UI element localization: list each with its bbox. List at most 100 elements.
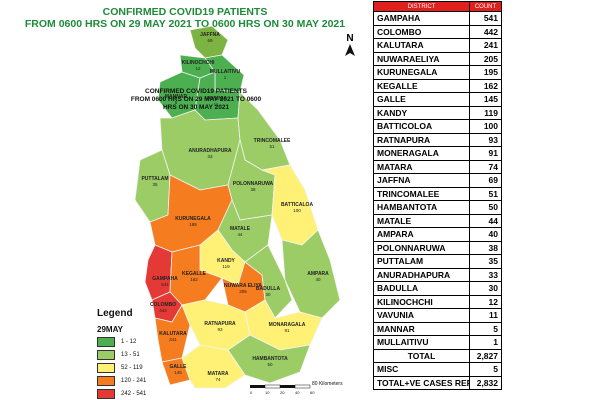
district-name-cell: COLOMBO [373,24,470,39]
legend-item: 242 - 541 [97,388,177,399]
district-count-cell: 205 [469,51,502,66]
scale-label: 80 Kilometers [312,381,343,387]
district-count-matara: 74 [215,377,221,382]
district-label-jaffna: JAFFNA [200,32,220,38]
district-count-mannar: 5 [175,100,178,105]
district-count-cell: 119 [469,105,502,120]
district-count-cell: 50 [469,200,502,215]
grand-total-count: 2,832 [469,375,502,390]
table-row: COLOMBO 442 [373,24,502,39]
district-count-cell: 33 [469,267,502,282]
district-count-cell: 145 [469,92,502,107]
legend-swatch [97,375,115,386]
table-row: GALLE 145 [373,92,502,107]
grand-total-row: TOTAL+VE CASES REPORTED 2,832 [373,375,502,390]
district-hambantota [227,334,311,384]
legend-item: 13 - 51 [97,349,177,360]
legend-item: 52 - 119 [97,362,177,373]
legend-swatch [97,362,115,373]
district-name-cell: ANURADHAPURA [373,267,470,282]
table-row: BADULLA 30 [373,281,502,296]
district-ampara [281,229,341,319]
district-name-cell: RATNAPURA [373,132,470,147]
district-name-cell: TRINCOMALEE [373,186,470,201]
district-count-kilinochchi: 12 [195,66,201,71]
district-name-cell: AMPARA [373,227,470,242]
district-label-monaragala: MONARAGALA [269,322,306,328]
district-count-trincomalee: 51 [269,144,275,149]
district-label-mannar: MANNAR [165,94,188,100]
scale-tick-label: 10 [265,390,270,395]
legend-title: Legend [97,308,133,319]
north-arrow-icon: N [344,33,356,59]
district-label-ratnapura: RATNAPURA [204,321,236,327]
district-name-cell: GAMPAHA [373,11,470,26]
district-name-cell: BADULLA [373,281,470,296]
district-count-polonnaruwa: 38 [250,187,256,192]
misc-row: MISC 5 [373,362,502,377]
scale-tick-label: 60 [310,390,315,395]
misc-count: 5 [469,362,502,377]
district-label-anuradhapura: ANURADHAPURA [188,148,231,154]
district-count-kandy: 119 [222,264,230,269]
legend-swatch [97,388,115,399]
district-count-monaragala: 91 [284,328,290,333]
district-label-galle: GALLE [170,364,188,370]
legend-label: 1 - 12 [121,338,137,345]
district-label-trincomalee: TRINCOMALEE [254,138,291,144]
table-body: GAMPAHA 541 COLOMBO 442 KALUTARA 241 NUWARAELI… [373,11,502,350]
district-count-table: DISTRICT COUNT GAMPAHA 541 COLOMBO 442 KALUT… [373,1,502,390]
district-count-kalutara: 241 [169,337,177,342]
district-name-cell: MATARA [373,159,470,174]
table-row: GAMPAHA 541 [373,11,502,26]
table-row: MATALE 44 [373,213,502,228]
district-label-matara: MATARA [208,371,229,377]
district-label-kilinochchi: KILINOCHCHI [182,60,215,66]
district-label-kegalle: KEGALLE [182,271,207,277]
district-name-cell: KURUNEGALA [373,65,470,80]
district-label-nuwara-eliya: NUWARA ELIYA [224,283,262,289]
total-row: TOTAL 2,827 [373,348,502,363]
district-name-cell: MATALE [373,213,470,228]
district-count-galle: 145 [174,370,182,375]
district-matara [181,344,246,389]
district-count-ampara: 40 [315,277,321,282]
district-count-cell: 11 [469,308,502,323]
district-count-jaffna: 69 [207,38,213,43]
district-name-cell: MULLAITIVU [373,335,470,350]
district-count-colombo: 442 [159,308,167,313]
district-badulla [244,244,293,319]
district-count-gampaha: 541 [161,282,169,287]
district-count-cell: 5 [469,321,502,336]
table-row: RATNAPURA 93 [373,132,502,147]
district-count-cell: 51 [469,186,502,201]
legend-label: 52 - 119 [121,364,143,371]
table-row: MONERAGALA 91 [373,146,502,161]
scale-tick-label: 0 [250,390,253,395]
legend-item: 1 - 12 [97,336,177,347]
map-inner-title-line-2: FROM 0600 HRS ON 29 MAY 2021 TO 0600 HRS… [130,96,262,111]
scale-bar: 0 10 20 40 60 80 Kilometers [250,381,343,395]
district-count-cell: 30 [469,281,502,296]
grand-total-label: TOTAL+VE CASES REPORTED [373,375,470,390]
district-name-cell: MANNAR [373,321,470,336]
legend-label: 242 - 541 [121,390,147,397]
legend-items: 1 - 12 13 - 51 52 - 119 120 - 241 242 - 541 [97,336,177,399]
district-name-cell: HAMBANTOTA [373,200,470,215]
table-row: NUWARAELIYA 205 [373,51,502,66]
district-count-cell: 35 [469,254,502,269]
district-label-hambantota: HAMBANTOTA [252,356,288,362]
district-count-cell: 541 [469,11,502,26]
table-row: JAFFNA 69 [373,173,502,188]
map-title: CONFIRMED COVID19 PATIENTS [102,6,268,18]
header-count: COUNT [469,1,502,12]
district-count-vavunia: 11 [214,102,219,107]
table-row: HAMBANTOTA 50 [373,200,502,215]
district-count-cell: 44 [469,213,502,228]
district-count-cell: 93 [469,132,502,147]
table-row: KANDY 119 [373,105,502,120]
legend-item: 120 - 241 [97,375,177,386]
scale-tick-label: 20 [280,390,285,395]
table-row: ANURADHAPURA 33 [373,267,502,282]
misc-label: MISC [373,362,470,377]
